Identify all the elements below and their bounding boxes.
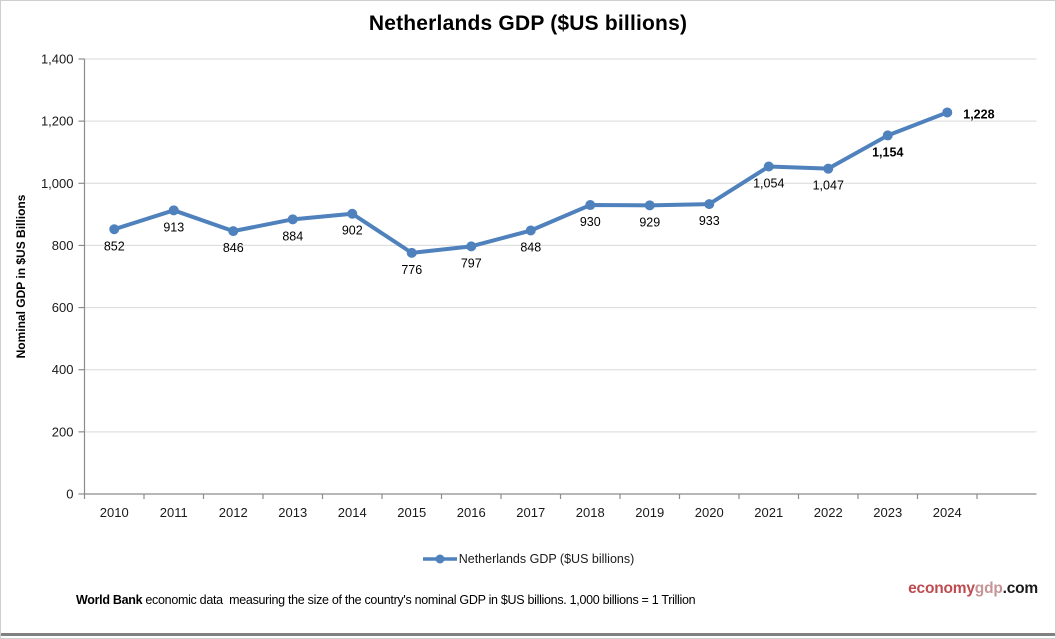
data-point-2020 [704, 199, 715, 210]
x-tick-label: 2023 [873, 505, 902, 520]
brand-economy: economy [908, 580, 975, 597]
data-label-2016: 797 [461, 256, 482, 270]
x-tick-label: 2016 [457, 505, 486, 520]
x-tick-label: 2022 [814, 505, 843, 520]
data-point-2010 [109, 224, 120, 235]
gdp-line-chart: 0 200 400 600 800 1,000 1,200 1,400 2010 2011 2012… [14, 52, 1037, 520]
y-tick-label: 1,200 [41, 114, 74, 129]
data-point-2021 [763, 161, 774, 172]
x-tick-label: 2017 [516, 505, 545, 520]
y-tick-label: 0 [66, 487, 73, 502]
data-label-2024: 1,228 [963, 107, 994, 121]
legend: Netherlands GDP ($US billions) [1, 552, 1055, 566]
y-tick-label: 200 [52, 424, 74, 439]
y-tick-label: 400 [52, 362, 74, 377]
data-point-2015 [406, 247, 417, 258]
data-point-2012 [228, 226, 239, 237]
x-tick-label: 2020 [695, 505, 724, 520]
y-tick-label: 600 [52, 300, 74, 315]
legend-label: Netherlands GDP ($US billions) [458, 552, 635, 566]
y-tick-label: 1,000 [41, 176, 74, 191]
source-note-bold: World Bank [76, 593, 143, 607]
y-axis-title: Nominal GDP in $US Billions [14, 194, 28, 358]
data-point-2017 [525, 225, 536, 236]
x-tick-label: 2018 [576, 505, 605, 520]
x-tick-label: 2021 [754, 505, 783, 520]
data-label-2017: 848 [520, 241, 541, 255]
x-tick-label: 2010 [100, 505, 129, 520]
data-label-2019: 929 [639, 215, 660, 229]
data-label-2018: 930 [580, 215, 601, 229]
brand-gdp: gdp [974, 580, 1003, 597]
x-tick-label: 2012 [219, 505, 248, 520]
y-tick-label: 800 [52, 238, 74, 253]
data-label-2012: 846 [223, 241, 244, 255]
data-label-2021: 1,054 [753, 177, 784, 191]
data-point-2022 [823, 163, 834, 174]
y-tick-label: 1,400 [41, 52, 74, 67]
data-point-2023 [882, 130, 893, 141]
data-point-2024 [942, 107, 953, 118]
data-point-2018 [585, 200, 596, 211]
data-point-2019 [644, 200, 655, 211]
data-label-2020: 933 [699, 214, 720, 228]
data-point-2013 [287, 214, 298, 225]
data-label-2022: 1,047 [813, 179, 844, 193]
brand-watermark: economygdp.com [908, 580, 1038, 598]
x-tick-label: 2014 [338, 505, 367, 520]
data-label-2015: 776 [401, 263, 422, 277]
x-tick-label: 2024 [933, 505, 962, 520]
data-point-2011 [168, 205, 179, 216]
data-point-2016 [466, 241, 477, 252]
source-note: World Bank economic data measuring the s… [76, 593, 696, 607]
data-point-2014 [347, 208, 358, 219]
data-label-2013: 884 [282, 229, 303, 243]
legend-line-marker-icon [422, 554, 457, 564]
bottom-divider [1, 633, 1055, 636]
source-note-text: economic data measuring the size of the … [142, 593, 696, 607]
x-tick-label: 2011 [160, 505, 188, 520]
x-tick-label: 2015 [397, 505, 426, 520]
data-label-2010: 852 [104, 239, 125, 253]
brand-com: .com [1002, 580, 1039, 597]
x-tick-label: 2013 [278, 505, 307, 520]
chart-title: Netherlands GDP ($US billions) [368, 12, 688, 35]
data-label-2011: 913 [163, 220, 184, 234]
data-label-2014: 902 [342, 224, 363, 238]
x-tick-label: 2019 [635, 505, 664, 520]
data-label-2023: 1,154 [872, 145, 903, 159]
